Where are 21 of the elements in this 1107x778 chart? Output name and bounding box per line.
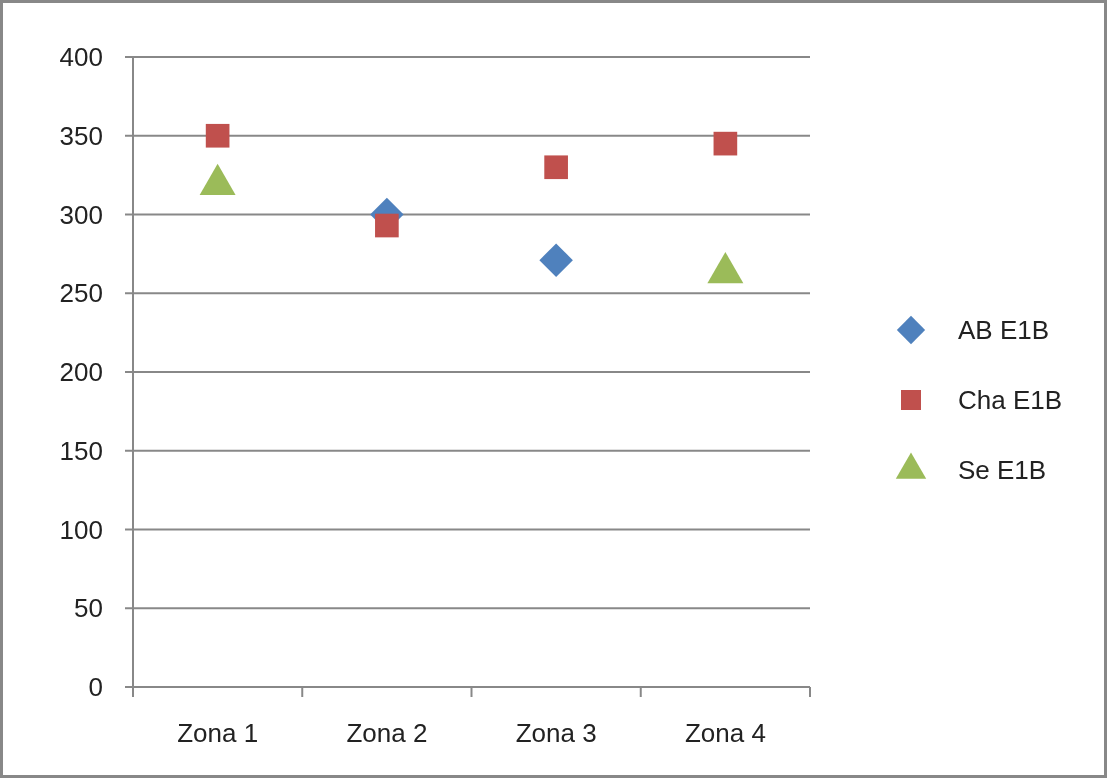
x-tick-label: Zona 3	[515, 718, 597, 748]
y-tick-label: 400	[59, 42, 103, 73]
legend-label: AB E1B	[958, 315, 1050, 346]
point	[544, 155, 568, 180]
y-tick-label: 300	[59, 199, 103, 230]
point	[539, 243, 573, 277]
x-tick-label: Zona 1	[177, 718, 259, 748]
y-tick-label: 250	[59, 278, 103, 309]
legend-label: Cha E1B	[958, 385, 1063, 416]
point	[205, 123, 230, 148]
y-tick-label: 100	[59, 514, 103, 545]
y-tick-label: 350	[59, 120, 103, 151]
y-tick-label: 50	[74, 593, 103, 624]
x-tick-label: Zona 2	[346, 718, 428, 748]
y-tick-label: 200	[59, 357, 103, 388]
y-tick-label: 0	[88, 672, 103, 703]
y-tick-label: 150	[59, 435, 103, 466]
point	[713, 131, 738, 156]
x-tick-label: Zona 4	[684, 718, 766, 748]
legend-label: Se E1B	[958, 455, 1047, 486]
point	[375, 213, 399, 238]
